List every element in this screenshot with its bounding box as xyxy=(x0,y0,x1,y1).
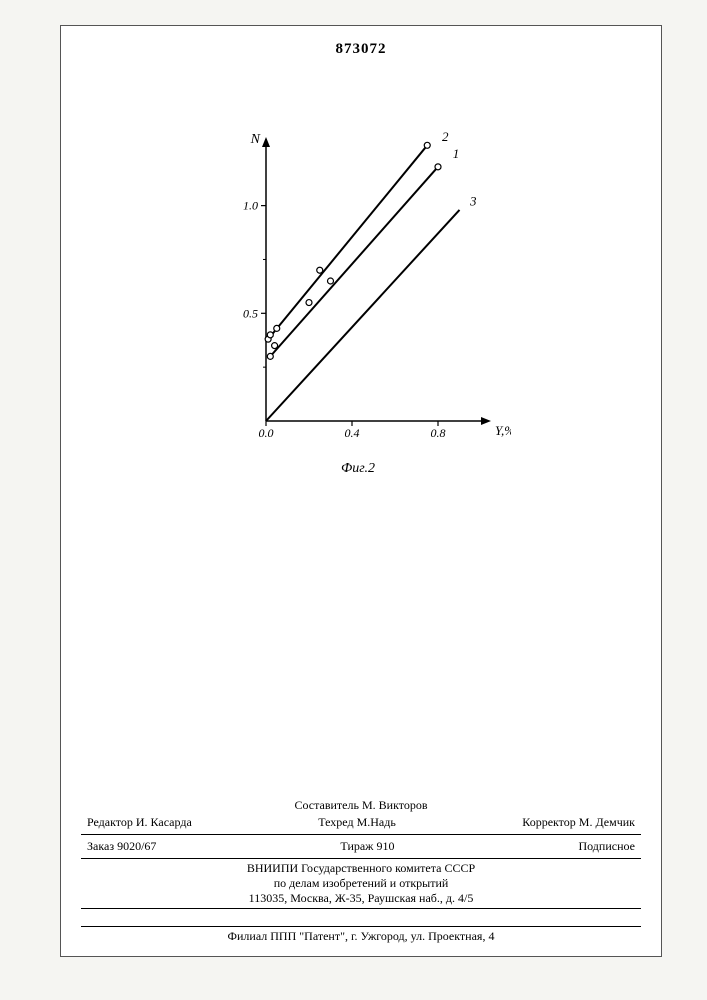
tirazh-num: 910 xyxy=(376,839,394,853)
corrector-label: Корректор xyxy=(522,815,576,829)
svg-text:1: 1 xyxy=(453,146,460,161)
svg-text:Y,%: Y,% xyxy=(495,423,511,438)
tirazh-label: Тираж xyxy=(340,839,373,853)
compiler-label: Составитель xyxy=(295,798,359,812)
svg-text:0.0: 0.0 xyxy=(259,426,274,440)
org-line2: по делам изобретений и открытий xyxy=(81,876,641,891)
line-chart: 0.5 1.0 0.0 0.4 0.8 N Y,% 12 3 xyxy=(221,126,511,456)
order-num: 9020/67 xyxy=(117,839,156,853)
divider xyxy=(81,908,641,909)
compiler-name: М. Викторов xyxy=(362,798,428,812)
filial-text: Филиал ППП "Патент", г. Ужгород, ул. Про… xyxy=(81,929,641,944)
svg-text:0.5: 0.5 xyxy=(243,306,258,320)
chart-container: 0.5 1.0 0.0 0.4 0.8 N Y,% 12 3 xyxy=(221,126,511,456)
document-page: 873072 0.5 1.0 0.0 0.4 0.8 N Y,% 12 3 Фиг.2 Сост… xyxy=(60,25,662,957)
document-number: 873072 xyxy=(336,41,387,58)
svg-text:0.4: 0.4 xyxy=(345,426,360,440)
editor-label: Редактор xyxy=(87,815,133,829)
corrector-name: М. Демчик xyxy=(579,815,635,829)
tech-label: Техред xyxy=(318,815,353,829)
subscription-label: Подписное xyxy=(578,839,635,854)
divider xyxy=(81,926,641,927)
svg-text:2: 2 xyxy=(442,129,449,144)
filial-block: Филиал ППП "Патент", г. Ужгород, ул. Про… xyxy=(81,924,641,944)
colophon-block: Составитель М. Викторов Редактор И. Каса… xyxy=(81,798,641,911)
figure-label: Фиг.2 xyxy=(341,461,375,477)
tech-name: М.Надь xyxy=(357,815,396,829)
svg-text:0.8: 0.8 xyxy=(431,426,446,440)
org-address: 113035, Москва, Ж-35, Раушская наб., д. … xyxy=(81,891,641,906)
svg-text:N: N xyxy=(250,132,261,147)
divider xyxy=(81,834,641,835)
svg-text:3: 3 xyxy=(469,194,477,209)
divider xyxy=(81,858,641,859)
org-line1: ВНИИПИ Государственного комитета СССР xyxy=(81,861,641,876)
svg-text:1.0: 1.0 xyxy=(243,199,258,213)
editor-name: И. Касарда xyxy=(136,815,192,829)
order-label: Заказ xyxy=(87,839,114,853)
